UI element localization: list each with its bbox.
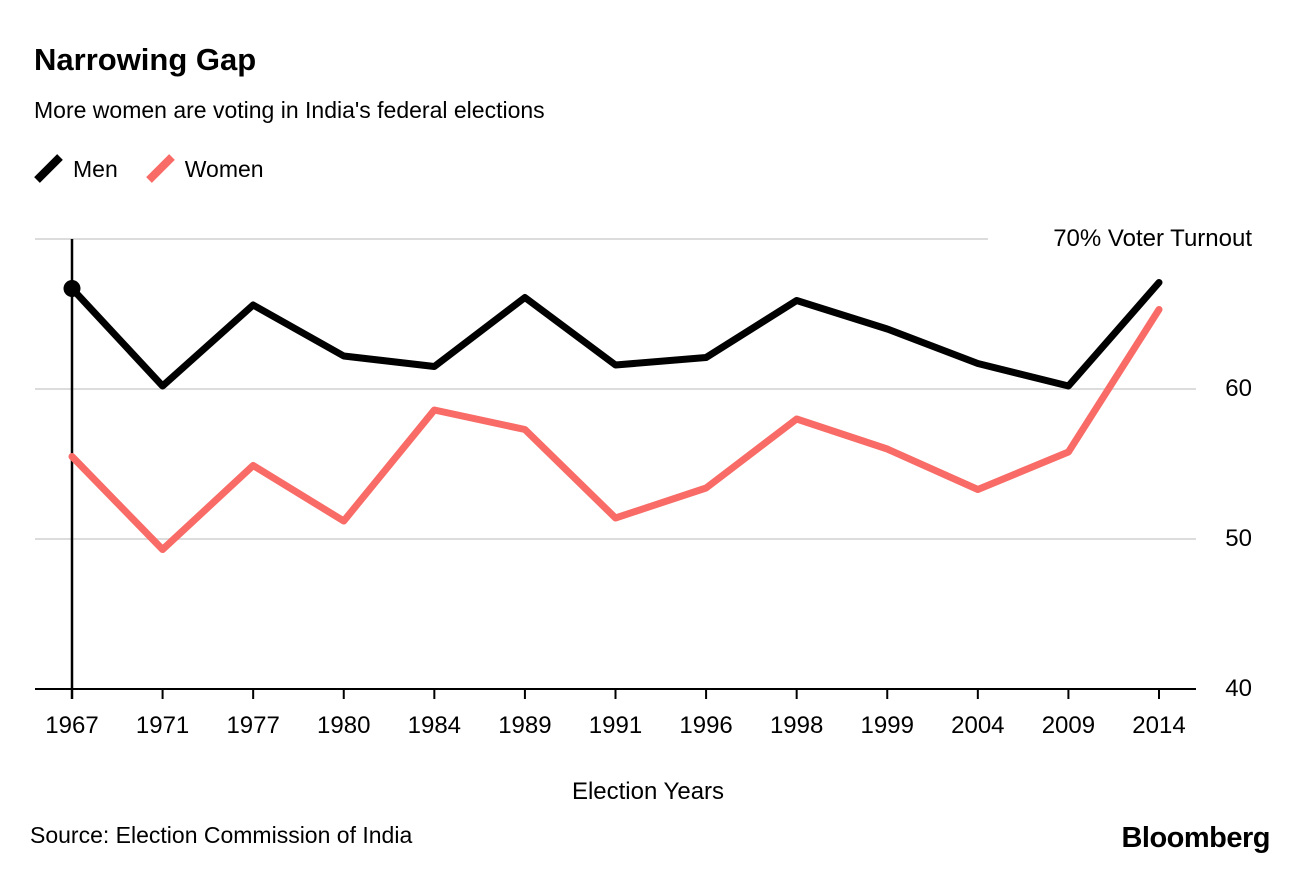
x-tick-label-1996: 1996	[679, 712, 733, 739]
legend-item-men: Men	[34, 154, 118, 184]
y-tick-label-40: 40	[1225, 675, 1252, 702]
x-tick-label-2014: 2014	[1132, 712, 1186, 739]
x-tick-label-1971: 1971	[135, 712, 190, 739]
x-tick-label-1989: 1989	[498, 712, 552, 739]
bloomberg-logo: Bloomberg	[1121, 822, 1270, 854]
y-tick-label-50: 50	[1225, 525, 1252, 552]
chart-title: Narrowing Gap	[34, 42, 257, 77]
men-line-swatch-icon	[34, 154, 63, 183]
x-tick-label-2004: 2004	[951, 712, 1005, 739]
x-tick-label-1991: 1991	[588, 712, 643, 739]
x-tick-label-1967: 1967	[45, 712, 99, 739]
legend-label-women: Women	[184, 155, 264, 182]
x-tick-label-1977: 1977	[226, 712, 280, 739]
legend-item-women: Women	[145, 154, 264, 184]
x-tick-label-1999: 1999	[860, 712, 914, 739]
women-line-swatch-icon	[145, 154, 175, 183]
x-tick-label-1980: 1980	[317, 712, 371, 739]
x-tick-label-1998: 1998	[769, 712, 824, 739]
y-tick-label-70: 70% Voter Turnout	[1053, 225, 1252, 252]
series-line-men	[68, 279, 1163, 390]
legend: Men Women	[34, 154, 264, 184]
chart-subtitle: More women are voting in India's federal…	[34, 97, 545, 123]
highlight-dot	[63, 280, 81, 297]
series-line-women	[68, 306, 1163, 553]
x-axis-title: Election Years	[571, 778, 725, 805]
x-tick-label-1984: 1984	[407, 712, 462, 739]
y-tick-label-60: 60	[1225, 375, 1252, 402]
legend-label-men: Men	[73, 155, 118, 182]
x-tick-label-2009: 2009	[1041, 712, 1096, 739]
source-note: Source: Election Commission of India	[30, 822, 413, 848]
